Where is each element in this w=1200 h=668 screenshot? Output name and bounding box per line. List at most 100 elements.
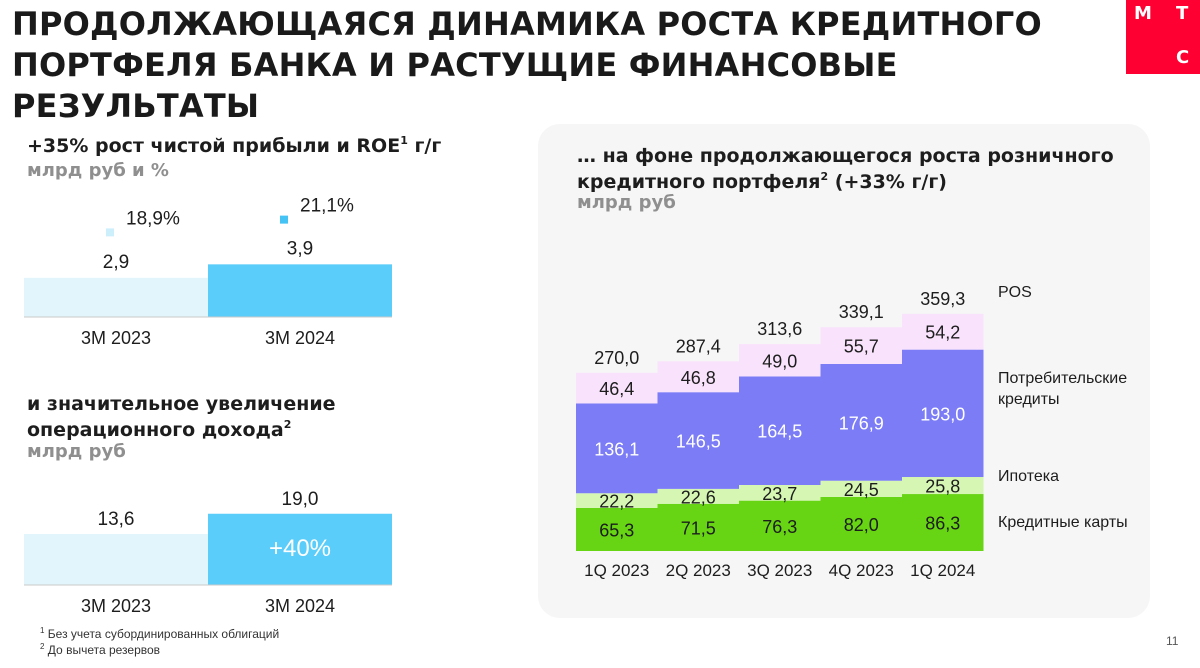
profit-bar (24, 277, 208, 317)
roe-value-label: 21,1% (300, 196, 354, 217)
mortgage-label: 22,6 (681, 487, 716, 507)
profit-chart-subtitle: млрд руб и % (27, 160, 169, 181)
growth-annotation: +40% (269, 535, 331, 562)
total-label: 339,1 (839, 302, 884, 322)
profit-value-label: 2,9 (103, 252, 129, 273)
consumer-loans-segment (739, 376, 821, 485)
legend-credit-cards: Кредитные карты (998, 514, 1128, 531)
footnote-1: 1 Без учета субординированных облигаций (40, 626, 279, 642)
mortgage-segment (576, 493, 658, 508)
credit-cards-label: 82,0 (844, 515, 879, 535)
roe-marker (106, 228, 114, 237)
pos-label: 49,0 (762, 351, 797, 371)
consumer-loans-label: 193,0 (920, 404, 965, 424)
consumer-loans-label: 146,5 (676, 432, 721, 452)
pos-label: 46,8 (681, 368, 716, 388)
legend-pos: POS (998, 284, 1032, 301)
legend-consumer-loans: кредиты (998, 391, 1060, 408)
x-tick-label: 1Q 2023 (584, 561, 649, 580)
mortgage-segment (739, 485, 821, 501)
pos-segment (739, 344, 821, 377)
footnote-2-text: До вычета резервов (47, 643, 161, 657)
x-tick-label: 4Q 2023 (829, 561, 894, 580)
portfolio-title-footnote-mark: 2 (820, 170, 829, 183)
profit-chart: 2,9 3M 2023 18,9% 3,9 3M 2024 21,1% (24, 196, 392, 348)
credit-cards-segment (739, 500, 821, 551)
mts-logo: М Т С (1126, 0, 1200, 74)
income-value-label: 13,6 (98, 509, 135, 530)
income-value-label: 19,0 (282, 490, 319, 510)
income-title-footnote-mark: 2 (283, 418, 292, 431)
portfolio-chart: 65,3 22,2 136,1 46,4 270,0 1Q 2023 71,5 22,6 146… (576, 284, 1128, 580)
mortgage-label: 24,5 (844, 480, 879, 500)
x-tick-label: 3M 2023 (81, 328, 151, 348)
legend-mortgage: Ипотека (998, 468, 1059, 485)
credit-cards-label: 76,3 (762, 517, 797, 537)
total-label: 270,0 (594, 348, 639, 368)
portfolio-chart-title: … на фоне продолжающегося роста рознично… (577, 143, 1137, 195)
logo-letter-t: Т (1176, 3, 1189, 24)
footnote-1-text: Без учета субординированных облигаций (47, 627, 280, 641)
consumer-loans-label: 136,1 (594, 439, 639, 459)
footnote-1-mark: 1 (40, 626, 45, 635)
income-bar (208, 513, 392, 585)
x-tick-label: 3M 2023 (81, 596, 151, 616)
footnote-2: 2 До вычета резервов (40, 642, 160, 658)
consumer-loans-segment (902, 349, 984, 478)
credit-cards-label: 71,5 (681, 518, 716, 538)
credit-cards-segment (576, 507, 658, 551)
income-bar (24, 534, 208, 585)
consumer-loans-label: 164,5 (757, 422, 802, 442)
x-tick-label: 2Q 2023 (666, 561, 731, 580)
mortgage-label: 23,7 (762, 484, 797, 504)
pos-segment (576, 372, 658, 404)
legend-consumer-loans: Потребительские (998, 370, 1127, 387)
credit-cards-segment (820, 496, 902, 551)
credit-cards-segment (657, 503, 739, 551)
portfolio-title-growth: (+33% г/г) (828, 171, 947, 193)
profit-chart-title: +35% рост чистой прибыли и ROE1 г/г (27, 133, 441, 159)
x-tick-label: 3Q 2023 (747, 561, 812, 580)
consumer-loans-label: 176,9 (839, 413, 884, 433)
pos-segment (902, 313, 984, 350)
profit-chart-title-text: +35% рост чистой прибыли и ROE1 г/г (27, 134, 442, 157)
credit-cards-label: 86,3 (925, 514, 960, 534)
mortgage-segment (657, 488, 739, 504)
total-label: 287,4 (676, 336, 721, 356)
income-chart-title: и значительное увеличение операционного … (27, 391, 387, 443)
total-label: 313,6 (757, 319, 802, 339)
consumer-loans-segment (657, 392, 739, 489)
portfolio-chart-subtitle: млрд руб (577, 192, 676, 213)
footnote-2-mark: 2 (40, 642, 45, 651)
credit-cards-label: 65,3 (599, 520, 634, 540)
profit-bar (208, 264, 392, 317)
pos-segment (657, 361, 739, 393)
consumer-loans-segment (576, 403, 658, 494)
income-chart: 13,6 3M 2023 19,0 3M 2024 +40% (24, 490, 392, 616)
income-chart-title-text: и значительное увеличение операционного … (27, 393, 336, 441)
credit-cards-segment (902, 494, 984, 551)
profit-value-label: 3,9 (287, 238, 313, 259)
logo-letter-s: С (1176, 47, 1190, 68)
consumer-loans-segment (820, 363, 902, 481)
roe-value-label: 18,9% (126, 208, 180, 229)
mortgage-segment (820, 480, 902, 497)
page-number: 11 (1166, 634, 1179, 648)
x-tick-label: 3M 2024 (265, 596, 335, 616)
pos-label: 55,7 (844, 337, 879, 357)
x-tick-label: 1Q 2024 (910, 561, 975, 580)
pos-label: 46,4 (599, 379, 634, 399)
income-chart-subtitle: млрд руб (27, 441, 126, 462)
x-tick-label: 3M 2024 (265, 328, 335, 348)
pos-label: 54,2 (925, 323, 960, 343)
mortgage-label: 25,8 (925, 477, 960, 497)
pos-segment (820, 327, 902, 364)
mortgage-segment (902, 477, 984, 495)
portfolio-title-text: … на фоне продолжающегося роста рознично… (577, 145, 1114, 193)
total-label: 359,3 (920, 289, 965, 309)
logo-letter-m: М (1134, 3, 1152, 24)
profit-title-footnote-mark: 1 (400, 134, 408, 147)
roe-marker (280, 215, 288, 224)
mortgage-label: 22,2 (599, 492, 634, 512)
page-title: Продолжающаяся динамика роста кредитного… (12, 5, 1042, 125)
